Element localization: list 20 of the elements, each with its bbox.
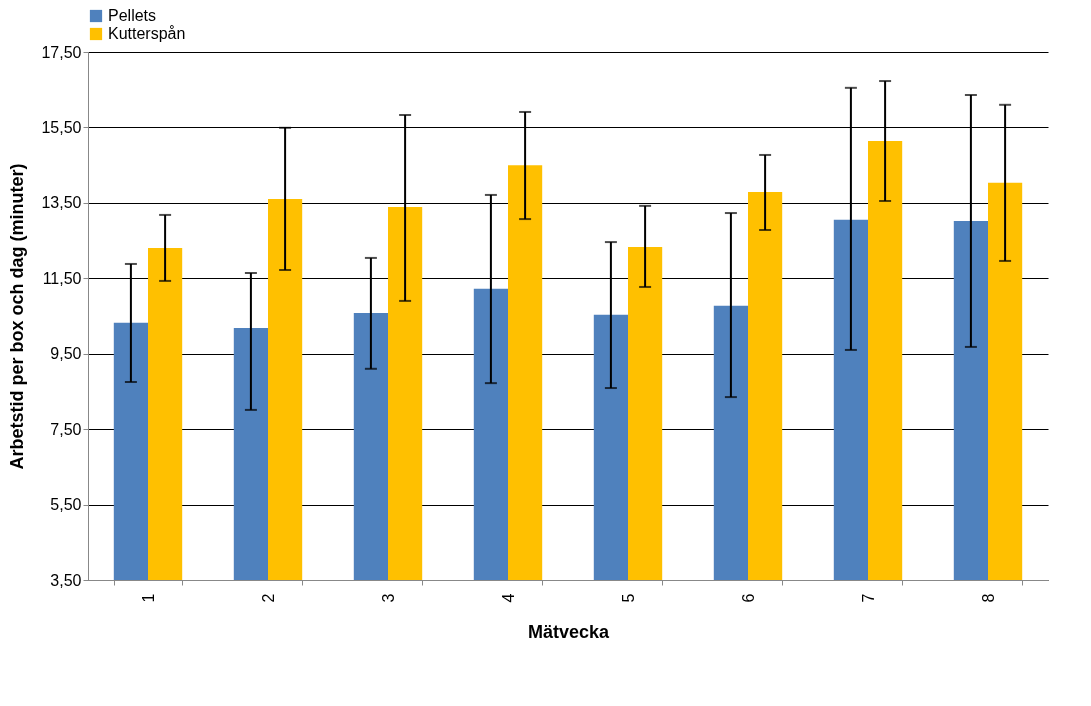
y-tick-label: 17,50 xyxy=(41,43,82,61)
x-tick-label: 6 xyxy=(739,593,757,603)
x-tick-label: 7 xyxy=(859,593,877,603)
x-tick-label: 8 xyxy=(979,593,997,603)
y-tick-label: 7,50 xyxy=(50,420,82,438)
y-tick-label: 5,50 xyxy=(50,496,82,514)
x-tick-label: 1 xyxy=(139,593,157,603)
x-tick-label: 2 xyxy=(259,593,277,603)
y-tick-label: 9,50 xyxy=(50,345,82,363)
x-tick-label: 3 xyxy=(379,593,397,603)
y-axis-title: Arbetstid per box och dag (minuter) xyxy=(7,163,28,470)
x-tick-label: 4 xyxy=(499,593,517,603)
legend-label: Pellets xyxy=(108,7,157,24)
y-tick-label: 13,50 xyxy=(41,194,82,212)
y-tick-label: 3,50 xyxy=(50,571,82,589)
x-axis-title: Mätvecka xyxy=(527,622,611,643)
x-tick-label: 5 xyxy=(619,593,637,603)
legend-label: Kutterspån xyxy=(108,25,186,42)
y-tick-label: 15,50 xyxy=(41,118,82,136)
y-tick-label: 11,50 xyxy=(42,269,82,287)
